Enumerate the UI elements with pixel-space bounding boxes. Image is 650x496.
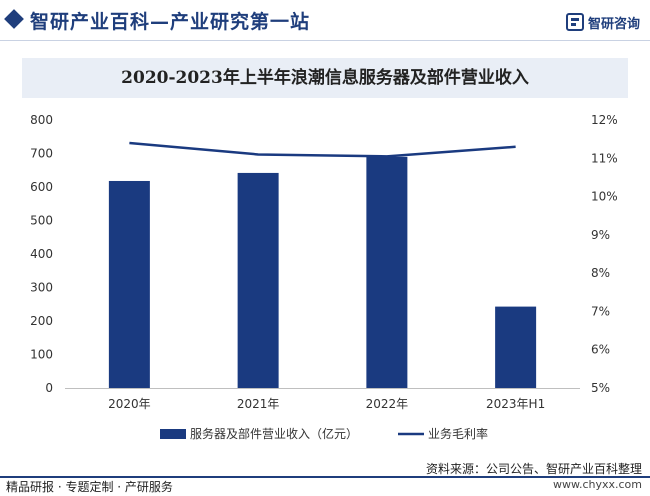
y-left-tick-label: 600	[30, 180, 53, 194]
x-tick-label: 2021年	[237, 397, 280, 411]
y-right-tick-label: 8%	[591, 266, 610, 280]
margin-line	[129, 141, 516, 158]
legend-bar-swatch	[160, 429, 186, 439]
y-right-tick-label: 12%	[591, 113, 618, 127]
footer: 资料来源：公司公告、智研产业百科整理 精品研报 · 专题定制 · 产研服务 ww…	[0, 458, 650, 496]
y-left-tick-label: 500	[30, 214, 53, 228]
y-right-tick-label: 5%	[591, 381, 610, 395]
site-title: 智研产业百科—产业研究第一站	[30, 11, 311, 33]
y-left-tick-label: 200	[30, 314, 53, 328]
source-note: 资料来源：公司公告、智研产业百科整理	[425, 462, 642, 476]
y-right-tick-label: 9%	[591, 228, 610, 242]
brand-logo[interactable]: 智研咨询	[566, 12, 640, 32]
brand-logo-text: 智研咨询	[588, 16, 641, 32]
footer-divider	[0, 476, 650, 478]
footer-website[interactable]: www.chyxx.com	[552, 478, 642, 491]
bar	[495, 306, 537, 388]
legend-bar-label: 服务器及部件营业收入（亿元）	[190, 426, 358, 441]
y-right-tick-label: 7%	[591, 304, 610, 318]
chart-title-band: 2020-2023年上半年浪潮信息服务器及部件营业收入	[22, 58, 628, 98]
y-right-tick-label: 11%	[591, 151, 618, 165]
header-divider	[0, 40, 650, 41]
chart-title: 2020-2023年上半年浪潮信息服务器及部件营业收入	[121, 68, 529, 88]
x-tick-label: 2022年	[366, 397, 409, 411]
brand-logo-icon	[566, 13, 584, 31]
bar	[366, 156, 408, 388]
bar	[108, 180, 150, 388]
legend-line-label: 业务毛利率	[428, 426, 488, 441]
y-left-tick-label: 800	[30, 113, 53, 127]
y-left-tick-label: 300	[30, 281, 53, 295]
footer-tagline: 精品研报 · 专题定制 · 产研服务	[6, 480, 173, 494]
x-tick-label: 2023年H1	[486, 397, 545, 411]
y-left-tick-label: 400	[30, 247, 53, 261]
y-left-tick-label: 100	[30, 348, 53, 362]
bar	[237, 172, 279, 388]
y-right-tick-label: 10%	[591, 190, 618, 204]
x-tick-label: 2020年	[108, 397, 151, 411]
y-left-tick-label: 700	[30, 147, 53, 161]
y-right-tick-label: 6%	[591, 343, 610, 357]
y-left-tick-label: 0	[45, 381, 53, 395]
header: 智研产业百科—产业研究第一站 智研咨询	[0, 0, 650, 44]
